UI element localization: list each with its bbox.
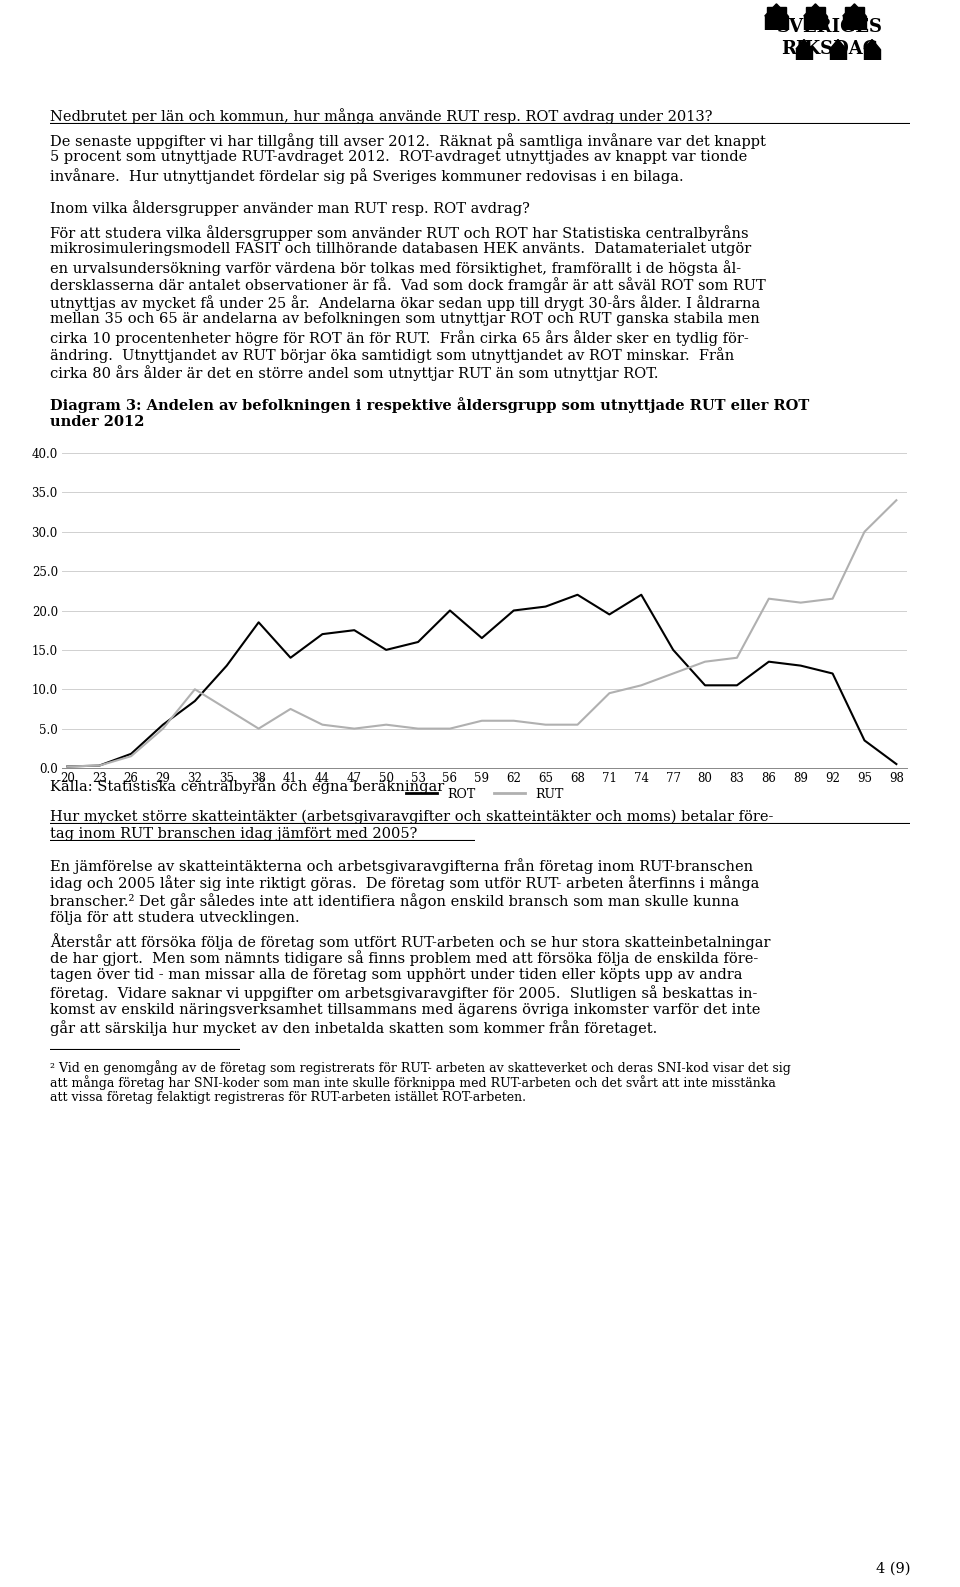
- Text: under 2012: under 2012: [50, 414, 145, 428]
- Polygon shape: [864, 40, 880, 49]
- Text: utnyttjas av mycket få under 25 år.  Andelarna ökar sedan upp till drygt 30-års : utnyttjas av mycket få under 25 år. Ande…: [50, 295, 760, 311]
- Polygon shape: [796, 40, 812, 49]
- Text: 5 procent som utnyttjade RUT-avdraget 2012.  ROT-avdraget utnyttjades av knappt : 5 procent som utnyttjade RUT-avdraget 20…: [50, 151, 747, 165]
- Text: dersklasserna där antalet observationer är få.  Vad som dock framgår är att såvä: dersklasserna där antalet observationer …: [50, 278, 766, 294]
- Text: ² Vid en genomgång av de företag som registrerats för RUT- arbeten av skatteverk: ² Vid en genomgång av de företag som reg…: [50, 1060, 791, 1074]
- Text: de har gjort.  Men som nämnts tidigare så finns problem med att försöka följa de: de har gjort. Men som nämnts tidigare så…: [50, 951, 758, 966]
- Text: en urvalsundersökning varför värdena bör tolkas med försiktighet, framförallt i : en urvalsundersökning varför värdena bör…: [50, 260, 741, 276]
- Text: följa för att studera utvecklingen.: följa för att studera utvecklingen.: [50, 911, 300, 925]
- Bar: [864, 49, 880, 60]
- Text: att många företag har SNI-koder som man inte skulle förknippa med RUT-arbeten oc: att många företag har SNI-koder som man …: [50, 1076, 776, 1090]
- Text: företag.  Vidare saknar vi uppgifter om arbetsgivaravgifter för 2005.  Slutligen: företag. Vidare saknar vi uppgifter om a…: [50, 986, 757, 1001]
- Text: tagen över tid - man missar alla de företag som upphört under tiden eller köpts : tagen över tid - man missar alla de före…: [50, 968, 742, 982]
- Polygon shape: [804, 3, 828, 16]
- Text: Källa: Statistiska centralbyrån och egna beräkningar: Källa: Statistiska centralbyrån och egna…: [50, 778, 444, 794]
- Text: Inom vilka åldersgrupper använder man RUT resp. ROT avdrag?: Inom vilka åldersgrupper använder man RU…: [50, 200, 530, 216]
- Text: cirka 80 års ålder är det en större andel som utnyttjar RUT än som utnyttjar ROT: cirka 80 års ålder är det en större ande…: [50, 365, 659, 381]
- Polygon shape: [843, 3, 866, 16]
- Text: komst av enskild näringsverksamhet tillsammans med ägarens övriga inkomster varf: komst av enskild näringsverksamhet tills…: [50, 1003, 760, 1017]
- Text: SVERIGES: SVERIGES: [777, 17, 883, 37]
- Text: De senaste uppgifter vi har tillgång till avser 2012.  Räknat på samtliga invåna: De senaste uppgifter vi har tillgång til…: [50, 133, 766, 149]
- Legend: ROT, RUT: ROT, RUT: [400, 782, 568, 806]
- Text: Diagram 3: Andelen av befolkningen i respektive åldersgrupp som utnyttjade RUT e: Diagram 3: Andelen av befolkningen i res…: [50, 397, 809, 413]
- Bar: [830, 49, 846, 60]
- Text: 4 (9): 4 (9): [876, 1562, 910, 1576]
- Text: mikrosimuleringsmodell FASIT och tillhörande databasen HEK använts.  Datamateria: mikrosimuleringsmodell FASIT och tillhör…: [50, 243, 752, 257]
- Text: RIKSDAG: RIKSDAG: [781, 40, 878, 59]
- Bar: [767, 6, 786, 16]
- Text: Hur mycket större skatteintäkter (arbetsgivaravgifter och skatteintäkter och mom: Hur mycket större skatteintäkter (arbets…: [50, 809, 774, 824]
- Text: En jämförelse av skatteintäkterna och arbetsgivaravgifterna från företag inom RU: En jämförelse av skatteintäkterna och ar…: [50, 859, 754, 874]
- Bar: [805, 6, 826, 16]
- Polygon shape: [765, 3, 788, 16]
- Text: idag och 2005 låter sig inte riktigt göras.  De företag som utför RUT- arbeten å: idag och 2005 låter sig inte riktigt gör…: [50, 876, 759, 892]
- Text: För att studera vilka åldersgrupper som använder RUT och ROT har Statistiska cen: För att studera vilka åldersgrupper som …: [50, 225, 749, 241]
- Text: invånare.  Hur utnyttjandet fördelar sig på Sveriges kommuner redovisas i en bil: invånare. Hur utnyttjandet fördelar sig …: [50, 168, 684, 184]
- Text: cirka 10 procentenheter högre för ROT än för RUT.  Från cirka 65 års ålder sker : cirka 10 procentenheter högre för ROT än…: [50, 330, 749, 346]
- Text: ändring.  Utnyttjandet av RUT börjar öka samtidigt som utnyttjandet av ROT minsk: ändring. Utnyttjandet av RUT börjar öka …: [50, 348, 734, 363]
- Bar: [796, 49, 812, 60]
- Bar: [804, 16, 828, 30]
- Text: Nedbrutet per län och kommun, hur många använde RUT resp. ROT avdrag under 2013?: Nedbrutet per län och kommun, hur många …: [50, 108, 712, 124]
- Text: går att särskilja hur mycket av den inbetalda skatten som kommer från företaget.: går att särskilja hur mycket av den inbe…: [50, 1020, 658, 1036]
- Bar: [765, 16, 788, 30]
- Polygon shape: [830, 40, 846, 49]
- Bar: [843, 16, 866, 30]
- Text: Återstår att försöka följa de företag som utfört RUT-arbeten och se hur stora sk: Återstår att försöka följa de företag so…: [50, 933, 771, 951]
- Text: tag inom RUT branschen idag jämfört med 2005?: tag inom RUT branschen idag jämfört med …: [50, 827, 418, 841]
- Bar: [845, 6, 864, 16]
- Text: mellan 35 och 65 är andelarna av befolkningen som utnyttjar ROT och RUT ganska s: mellan 35 och 65 är andelarna av befolkn…: [50, 313, 759, 327]
- Text: branscher.² Det går således inte att identifiera någon enskild bransch som man s: branscher.² Det går således inte att ide…: [50, 893, 739, 909]
- Text: att vissa företag felaktigt registreras för RUT-arbeten istället ROT-arbeten.: att vissa företag felaktigt registreras …: [50, 1090, 526, 1105]
